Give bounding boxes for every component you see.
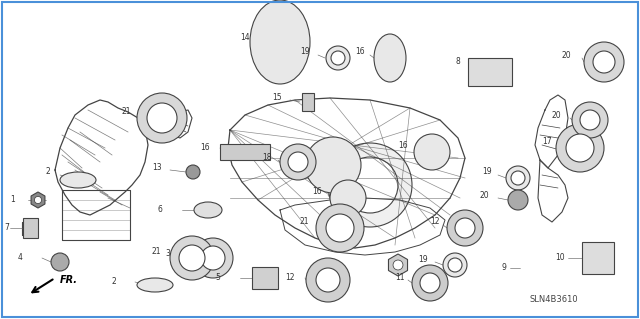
Text: 16: 16: [200, 144, 210, 152]
FancyBboxPatch shape: [252, 267, 278, 289]
Circle shape: [556, 124, 604, 172]
Circle shape: [508, 190, 528, 210]
Text: 13: 13: [152, 164, 162, 173]
Text: 21: 21: [122, 108, 131, 116]
Text: 7: 7: [4, 224, 9, 233]
Circle shape: [316, 204, 364, 252]
Text: 19: 19: [300, 48, 310, 56]
Circle shape: [443, 253, 467, 277]
Circle shape: [511, 171, 525, 185]
Text: 3: 3: [165, 249, 170, 257]
Circle shape: [331, 51, 345, 65]
Polygon shape: [31, 192, 45, 208]
Circle shape: [147, 103, 177, 133]
Text: 10: 10: [555, 254, 564, 263]
Text: 9: 9: [502, 263, 507, 272]
Circle shape: [326, 46, 350, 70]
Circle shape: [580, 110, 600, 130]
Text: 4: 4: [18, 254, 23, 263]
Text: 11: 11: [395, 273, 404, 283]
Text: 19: 19: [418, 256, 428, 264]
FancyBboxPatch shape: [22, 218, 38, 238]
Ellipse shape: [305, 137, 361, 193]
Text: 2: 2: [45, 167, 50, 176]
Text: SLN4B3610: SLN4B3610: [530, 295, 579, 305]
Text: 18: 18: [262, 153, 271, 162]
Text: 14: 14: [240, 33, 250, 42]
Circle shape: [447, 210, 483, 246]
Text: 16: 16: [355, 48, 365, 56]
Circle shape: [593, 51, 615, 73]
FancyBboxPatch shape: [302, 93, 314, 111]
Text: 16: 16: [312, 188, 322, 197]
Circle shape: [455, 218, 475, 238]
Text: 12: 12: [285, 273, 294, 283]
Text: 20: 20: [480, 190, 490, 199]
FancyBboxPatch shape: [220, 144, 270, 160]
Circle shape: [35, 197, 42, 204]
Circle shape: [280, 144, 316, 180]
Polygon shape: [388, 254, 408, 276]
Text: 14: 14: [295, 155, 305, 165]
Text: 15: 15: [272, 93, 282, 102]
Text: 16: 16: [398, 140, 408, 150]
Circle shape: [448, 258, 462, 272]
Circle shape: [51, 253, 69, 271]
Circle shape: [342, 157, 398, 213]
Ellipse shape: [137, 278, 173, 292]
Text: 12: 12: [430, 218, 440, 226]
Circle shape: [412, 265, 448, 301]
Text: 21: 21: [299, 218, 308, 226]
Ellipse shape: [414, 134, 450, 170]
Circle shape: [420, 273, 440, 293]
Circle shape: [288, 152, 308, 172]
Text: 20: 20: [552, 110, 562, 120]
Circle shape: [328, 143, 412, 227]
Circle shape: [316, 268, 340, 292]
Ellipse shape: [330, 180, 366, 216]
Circle shape: [572, 102, 608, 138]
Text: 6: 6: [158, 205, 163, 214]
Text: 1: 1: [10, 196, 15, 204]
Circle shape: [137, 93, 187, 143]
FancyBboxPatch shape: [468, 58, 512, 86]
Text: 17: 17: [542, 137, 552, 146]
Circle shape: [201, 246, 225, 270]
Text: 2: 2: [112, 278, 116, 286]
Text: 20: 20: [562, 50, 572, 60]
Text: 21: 21: [152, 248, 161, 256]
Circle shape: [179, 245, 205, 271]
Circle shape: [584, 42, 624, 82]
Ellipse shape: [194, 202, 222, 218]
Circle shape: [193, 238, 233, 278]
Circle shape: [326, 214, 354, 242]
Text: 19: 19: [482, 167, 492, 176]
Circle shape: [306, 258, 350, 302]
Text: 8: 8: [455, 57, 460, 66]
Ellipse shape: [374, 34, 406, 82]
Ellipse shape: [250, 0, 310, 84]
Circle shape: [186, 165, 200, 179]
Circle shape: [566, 134, 594, 162]
Ellipse shape: [60, 172, 96, 188]
Circle shape: [170, 236, 214, 280]
Text: FR.: FR.: [60, 275, 78, 285]
FancyBboxPatch shape: [582, 242, 614, 274]
Circle shape: [506, 166, 530, 190]
Text: 5: 5: [215, 273, 220, 283]
Circle shape: [393, 260, 403, 270]
